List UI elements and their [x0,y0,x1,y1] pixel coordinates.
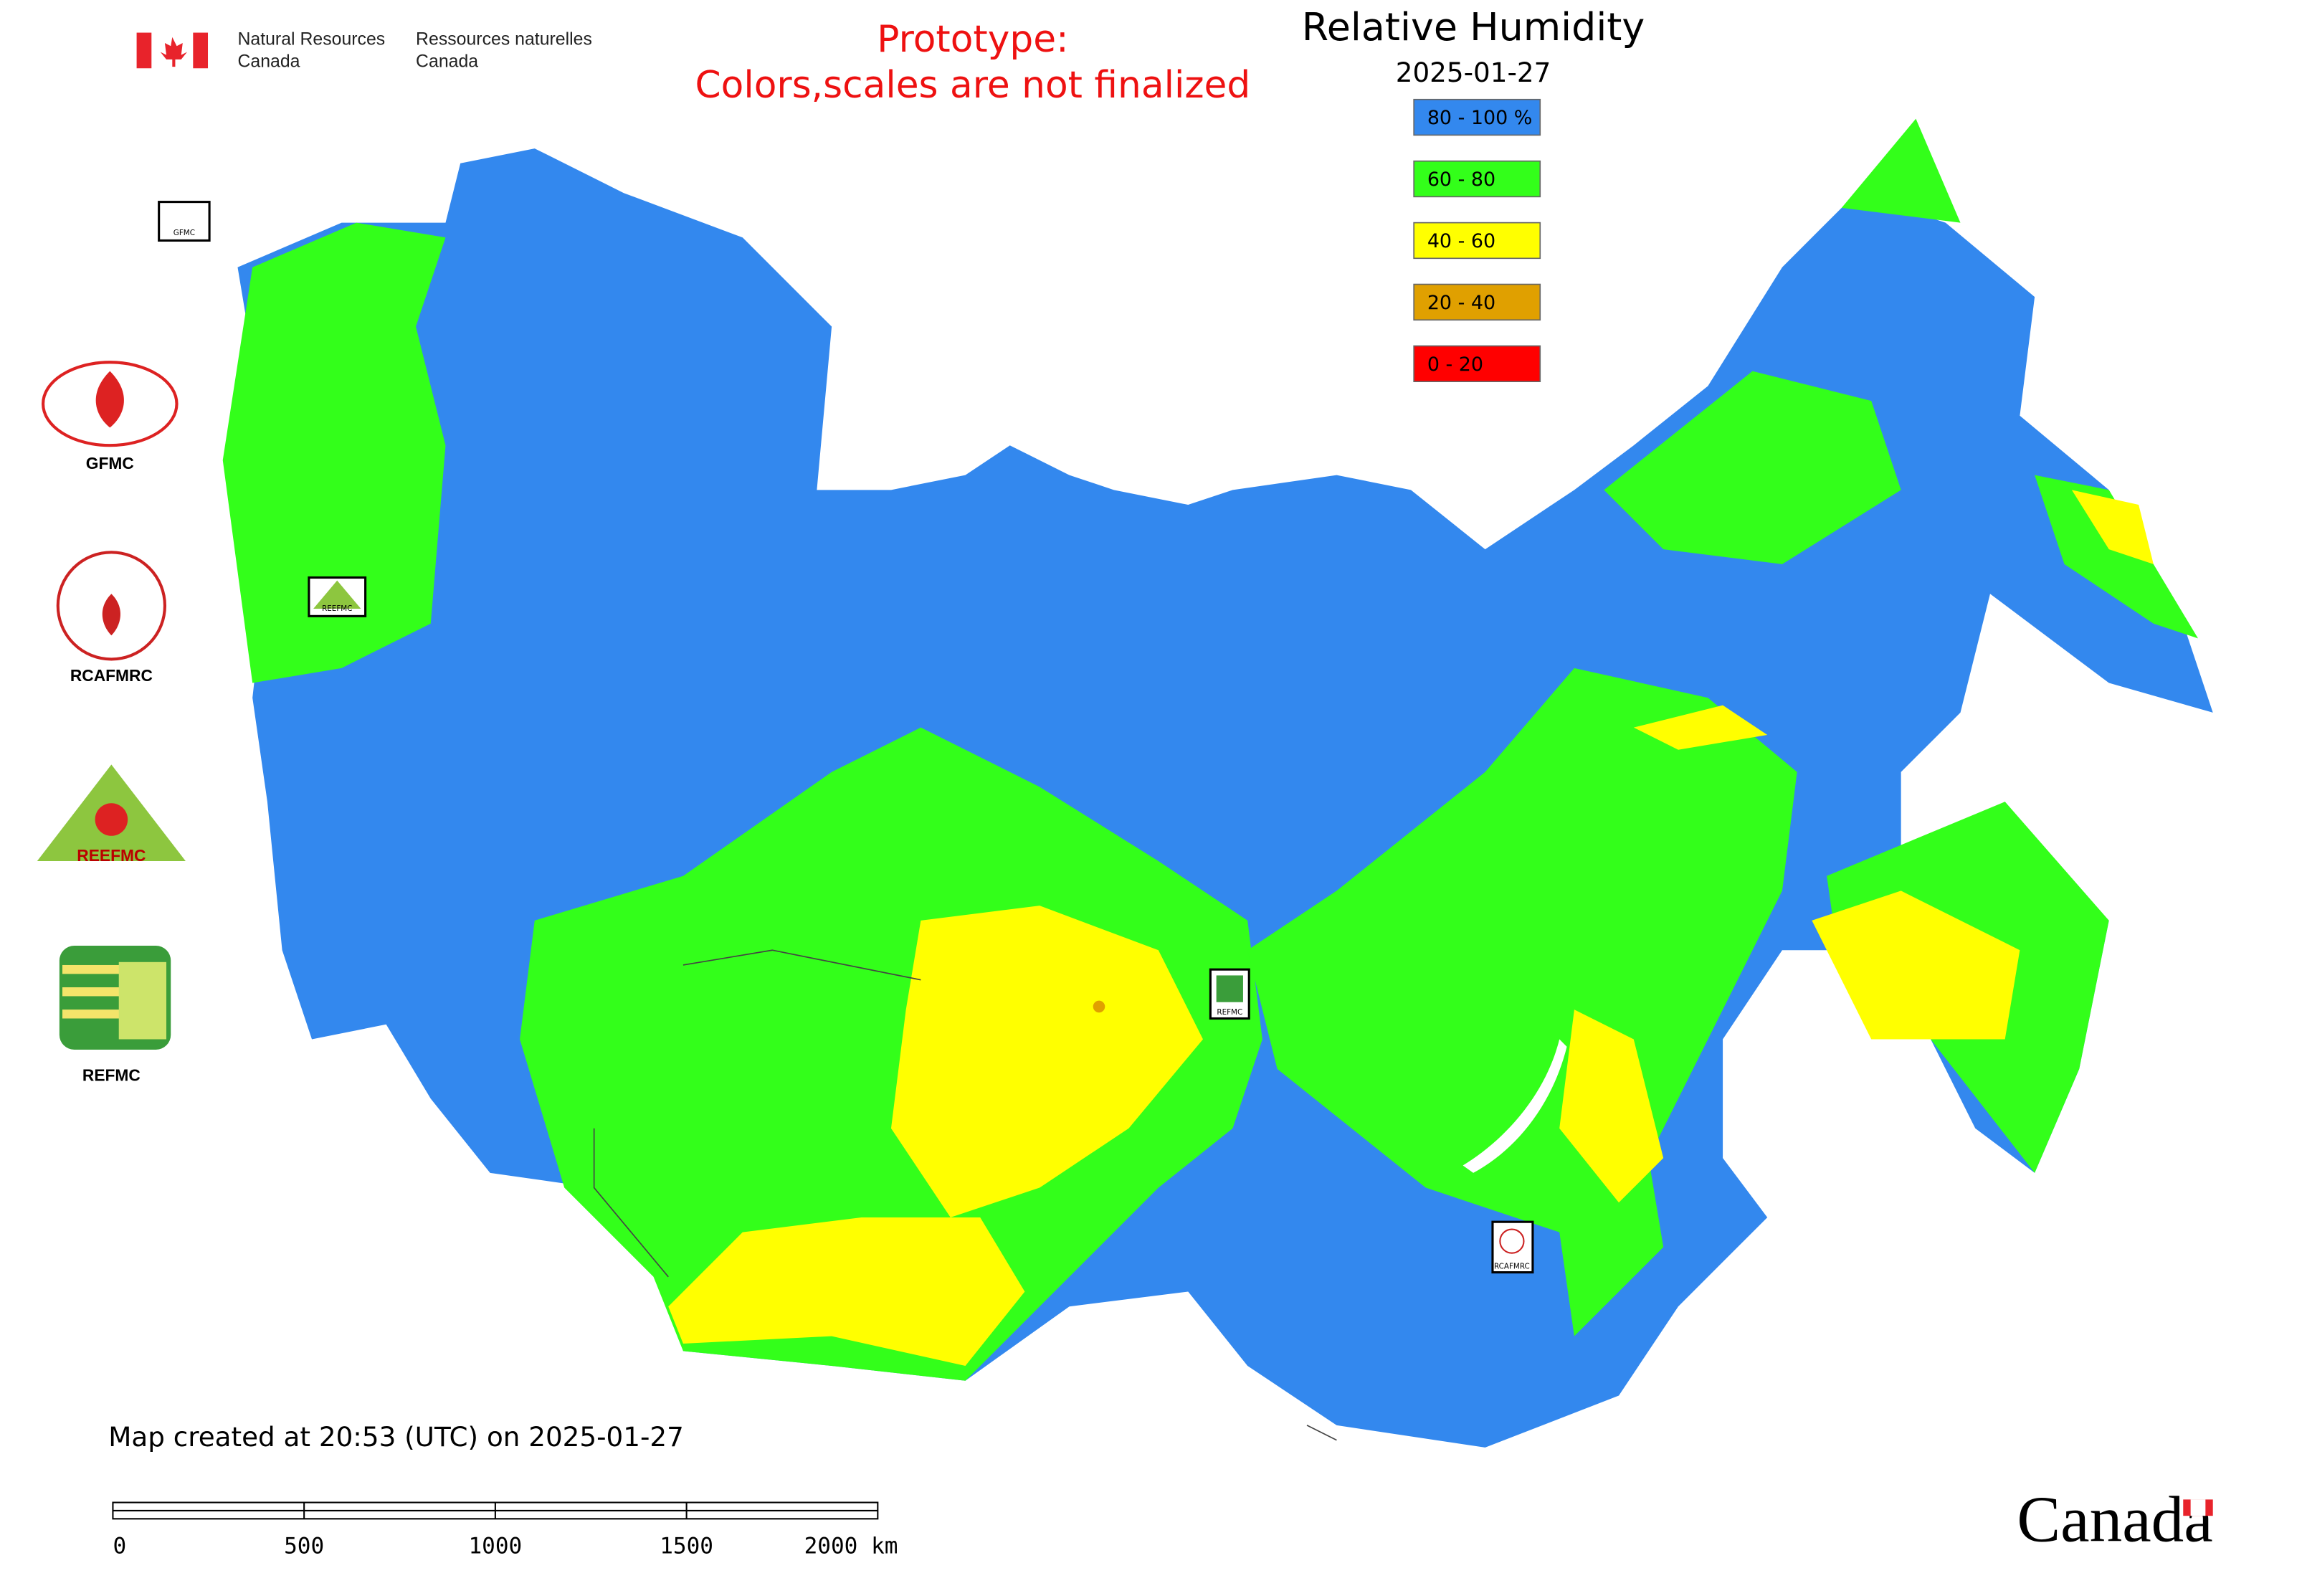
region-mid [1633,705,1768,750]
legend-label: 40 - 60 [1427,230,1495,252]
region-moist [1604,371,1901,564]
region-mid [2071,490,2154,564]
logo-label: REEFMC [77,846,146,865]
canada-wordmark: Canada [2017,1483,2212,1556]
footer-note: Map created at 20:53 (UTC) on 2025-01-27 [108,1421,684,1453]
legend-swatch [1413,222,1541,260]
legend-label: 20 - 40 [1427,292,1495,314]
lake [1462,1039,1567,1173]
region-moist [222,222,446,683]
scale-label: 1500 [660,1534,713,1559]
legend-label: 80 - 100 % [1427,107,1533,129]
scale-label: 1000 [468,1534,522,1559]
legend-swatch [1413,283,1541,321]
legend-swatch [1413,345,1541,382]
logos: GFMC RCAFMRC REEFMC REFMC [37,361,186,1084]
legend-swatch [1413,98,1541,136]
notice: Colors,scales are not finalized [695,64,1251,107]
region-mid [668,1217,1025,1367]
logo-label: RCAFMRC [70,666,153,685]
map-title: Relative Humidity [1302,4,1645,49]
org-en: Natural Resources [237,29,385,49]
region-moist [520,727,1262,1381]
legend: 80 - 100 % 60 - 80 40 - 60 20 - 40 0 - 20 [1413,98,1541,382]
org-en: Canada [237,52,300,72]
legend-label: 60 - 80 [1427,168,1495,191]
region-moist [2035,475,2198,639]
header: Natural Resources Canada Ressources natu… [136,4,1645,107]
logo-label: REFMC [82,1065,141,1084]
org-fr: Ressources naturelles [416,29,592,49]
border [593,949,1337,1441]
region-mid [1559,1010,1664,1203]
region-moist [1247,668,1797,1336]
legend-swatch [1413,160,1541,198]
scale-label: 2000 km [804,1534,898,1559]
marker-label: RCAFMRC [1494,1262,1530,1270]
marker-label: REFMC [1217,1008,1242,1017]
notice: Prototype: [877,18,1068,61]
org-fr: Canada [416,52,478,72]
region-humid [237,148,2213,1448]
marker-label: GFMC [173,229,195,237]
region-mid [1812,890,2020,1040]
scale-bar: 0 500 1000 1500 2000 km [112,1501,898,1559]
scale-label: 500 [284,1534,324,1559]
region-mid [890,906,1204,1217]
marker-label: REEFMC [322,604,352,613]
map-date: 2025-01-27 [1396,57,1551,88]
canada-flag [136,32,209,69]
humidity-map [222,118,2213,1448]
logo-label: GFMC [86,454,134,472]
legend-label: 0 - 20 [1427,353,1483,376]
markers: GFMC REEFMC REFMC RCAFMRC [158,201,1534,1274]
region-dry [1093,1000,1105,1013]
scale-label: 0 [113,1534,126,1559]
region-moist [1841,118,1961,223]
